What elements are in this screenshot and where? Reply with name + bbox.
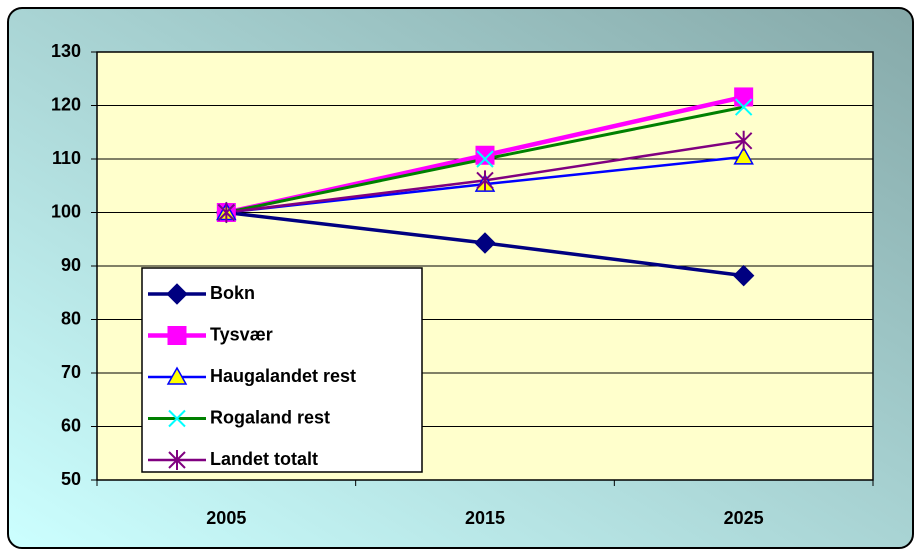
y-tick-label: 110 xyxy=(52,148,81,168)
x-tick-label: 2005 xyxy=(206,508,246,528)
y-tick-label: 80 xyxy=(61,308,81,328)
y-tick-label: 90 xyxy=(61,255,81,275)
x-tick-label: 2025 xyxy=(724,508,764,528)
legend-label: Rogaland rest xyxy=(210,407,330,427)
legend-box xyxy=(141,267,423,473)
y-tick-label: 120 xyxy=(51,94,81,114)
data-point xyxy=(732,264,755,287)
data-point xyxy=(475,145,495,165)
legend-marker xyxy=(168,409,186,428)
data-point xyxy=(733,146,754,165)
data-point xyxy=(476,170,494,191)
data-point xyxy=(734,98,753,116)
x-tick-label: 2015 xyxy=(465,508,505,528)
legend-label: Haugalandet rest xyxy=(210,366,356,386)
legend-marker xyxy=(166,283,188,305)
data-point xyxy=(476,150,494,168)
plot-border xyxy=(96,51,874,481)
data-point xyxy=(734,87,754,107)
data-point xyxy=(217,202,236,223)
y-tick-label: 130 xyxy=(51,41,81,61)
legend-marker xyxy=(167,326,187,345)
legend-marker xyxy=(166,366,188,385)
y-tick-label: 50 xyxy=(61,469,81,489)
y-tick-label: 60 xyxy=(61,415,81,435)
legend-label: Tysvær xyxy=(210,324,273,344)
legend-marker xyxy=(168,450,186,470)
legend-label: Landet totalt xyxy=(210,449,318,469)
y-tick-label: 70 xyxy=(61,362,81,382)
data-point xyxy=(474,232,496,254)
legend-label: Bokn xyxy=(210,283,255,303)
data-point xyxy=(734,130,753,151)
y-tick-label: 100 xyxy=(51,201,81,221)
